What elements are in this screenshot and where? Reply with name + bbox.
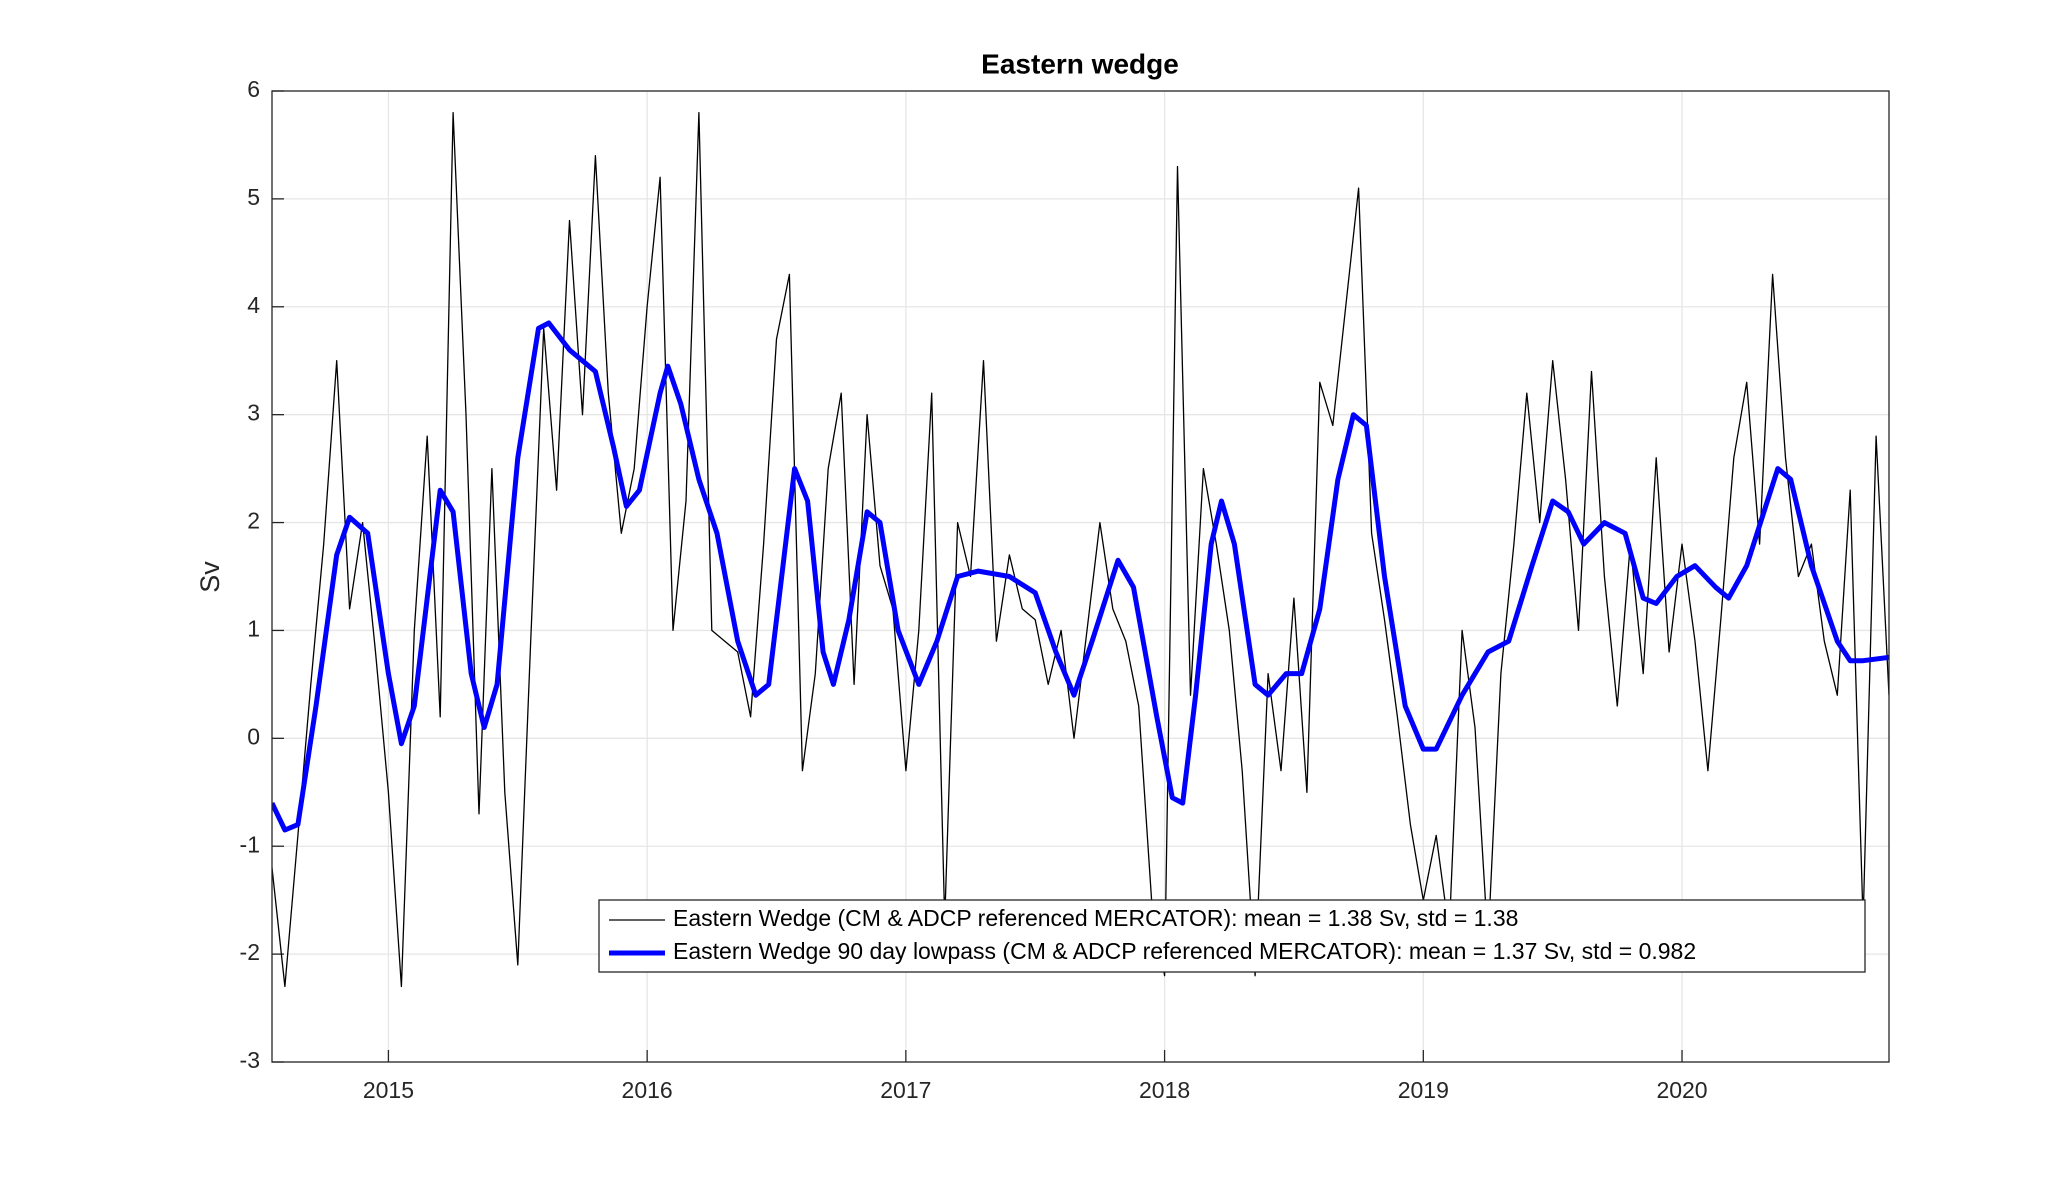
x-tick-label: 2016	[622, 1077, 673, 1103]
x-tick-label: 2019	[1398, 1077, 1449, 1103]
legend-box	[598, 899, 1866, 973]
y-tick-label: 3	[247, 400, 260, 426]
y-tick-label: -1	[240, 831, 260, 857]
x-tick-label: 2017	[880, 1077, 931, 1103]
y-tick-label: 6	[247, 76, 260, 102]
y-axis-label: Sv	[195, 561, 225, 593]
x-tick-label: 2020	[1656, 1077, 1707, 1103]
series-line	[272, 111, 1889, 988]
chart-title: Eastern wedge	[981, 48, 1179, 79]
legend-label: Eastern Wedge (CM & ADCP referenced MERC…	[673, 905, 1518, 931]
axes-box	[271, 90, 1890, 1063]
y-tick-label: 0	[247, 723, 260, 749]
y-tick-label: 2	[247, 508, 260, 534]
y-tick-label: 1	[247, 616, 260, 642]
y-tick-label: 4	[247, 292, 260, 318]
y-tick-label: 5	[247, 184, 260, 210]
x-tick-label: 2018	[1139, 1077, 1190, 1103]
y-tick-label: -3	[240, 1047, 260, 1073]
legend-label: Eastern Wedge 90 day lowpass (CM & ADCP …	[673, 938, 1696, 964]
x-tick-label: 2015	[363, 1077, 414, 1103]
y-tick-label: -2	[240, 939, 260, 965]
series-line	[272, 320, 1889, 833]
